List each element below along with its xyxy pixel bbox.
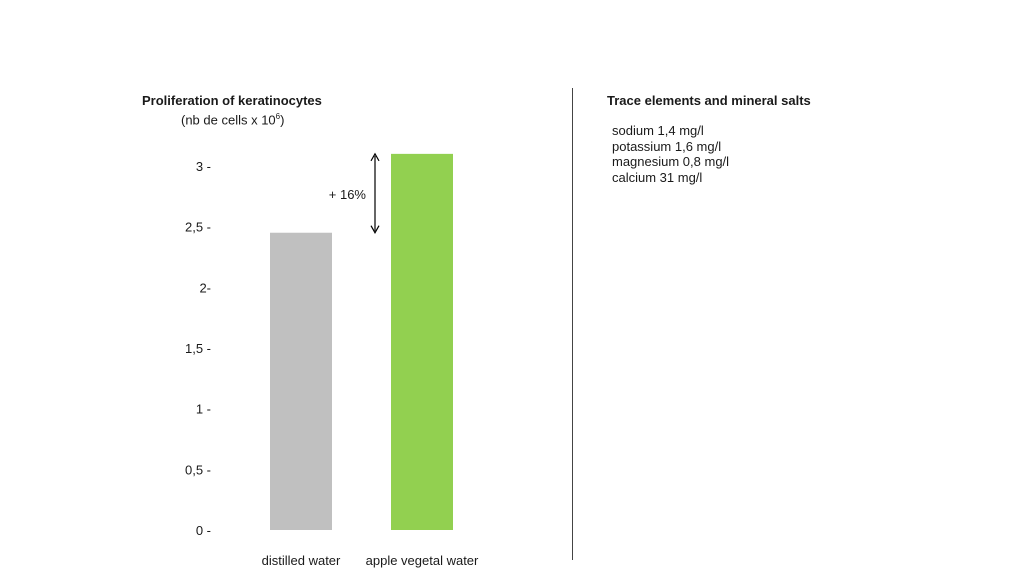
arrow-head-up	[370, 152, 380, 162]
y-tick-label: 3 -	[196, 159, 211, 174]
trace-elements-title: Trace elements and mineral salts	[607, 93, 811, 108]
arrow-head-down	[370, 225, 380, 234]
y-tick-label: 0,5 -	[185, 462, 211, 477]
bar-distilled-water	[270, 232, 332, 530]
bar-chart: 0 - 0,5 - 1 - 1,5 - 2- 2,5 - 3 - distilled wate…	[185, 152, 479, 568]
vertical-divider	[572, 88, 573, 560]
bar-apple-vegetal-water	[391, 153, 453, 530]
y-tick-label: 2-	[199, 280, 211, 295]
chart-title: Proliferation of keratinocytes	[142, 93, 322, 108]
y-tick-label: 2,5 -	[185, 220, 211, 235]
y-tick-label: 0 -	[196, 523, 211, 538]
trace-element-item: magnesium 0,8 mg/l	[612, 154, 730, 169]
trace-element-item: potassium 1,6 mg/l	[612, 138, 722, 154]
x-category-label: distilled water	[262, 553, 341, 568]
x-category-label: apple vegetal water	[366, 553, 479, 568]
difference-annotation: + 16%	[329, 187, 367, 202]
y-tick-label: 1 -	[196, 402, 211, 417]
y-tick-label: 1,5 -	[185, 341, 211, 356]
trace-elements-list: sodium 1,4 mg/l potassium 1,6 mg/l magnesi…	[612, 123, 729, 185]
y-axis-unit-label: (nb de cells x 106)	[181, 112, 285, 128]
trace-element-item: calcium 31 mg/l	[612, 169, 703, 185]
trace-element-item: sodium 1,4 mg/l	[612, 123, 704, 138]
